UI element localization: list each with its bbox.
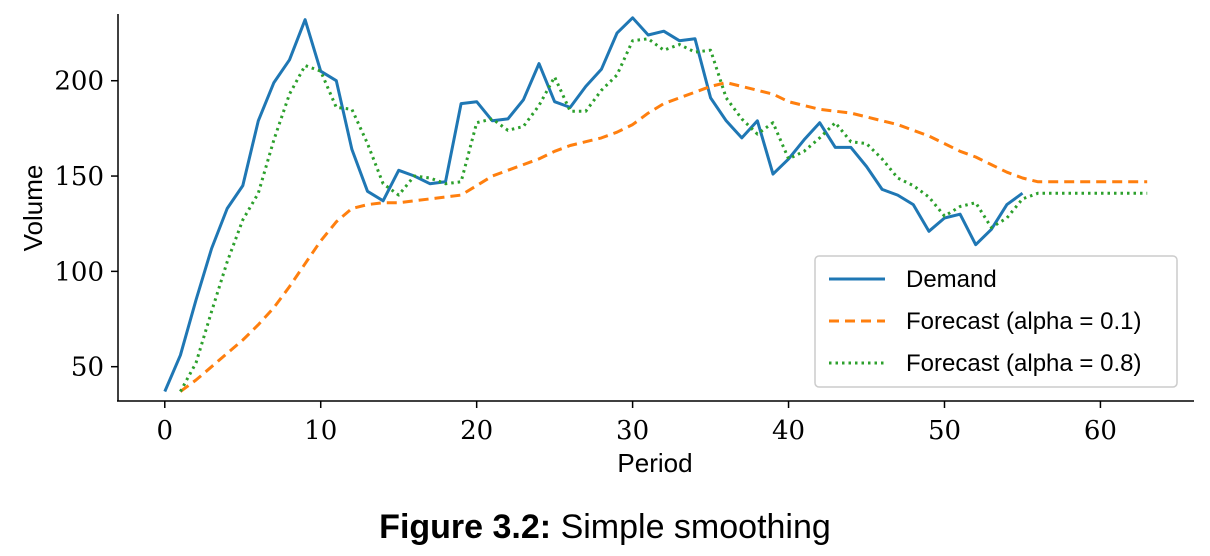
figure-caption-text: Simple smoothing xyxy=(560,508,831,546)
legend-label-1: Demand xyxy=(906,266,997,293)
x-tick-label: 50 xyxy=(928,416,961,446)
legend-label-2: Forecast (alpha = 0.1) xyxy=(906,308,1141,335)
y-tick-label: 50 xyxy=(71,353,104,383)
series-layer xyxy=(163,16,1148,393)
y-tick-label: 200 xyxy=(54,67,104,97)
y-ticks: 50 100 150 200 xyxy=(54,67,118,383)
x-tick-label: 10 xyxy=(304,416,337,446)
legend: Demand Forecast (alpha = 0.1) Forecast (al… xyxy=(814,255,1178,388)
x-tick-label: 0 xyxy=(157,416,174,446)
y-tick-label: 150 xyxy=(54,162,104,192)
x-tick-label: 20 xyxy=(460,416,493,446)
y-axis-label: Volume xyxy=(18,165,48,252)
y-tick-label: 100 xyxy=(54,257,104,287)
legend-label-3: Forecast (alpha = 0.8) xyxy=(906,350,1141,377)
x-tick-label: 60 xyxy=(1084,416,1117,446)
x-ticks: 0 10 20 30 40 50 60 xyxy=(157,401,1117,446)
figure-number: Figure 3.2: xyxy=(379,508,552,546)
x-tick-label: 40 xyxy=(772,416,805,446)
series-line-3 xyxy=(179,37,1148,393)
legend-frame xyxy=(814,255,1178,388)
plot-area: 0 10 20 30 40 50 60 50 100 150 200 xyxy=(54,14,1194,446)
x-tick-label: 30 xyxy=(616,416,649,446)
series-line-1 xyxy=(163,16,1024,393)
x-axis-label: Period xyxy=(617,448,692,478)
figure-caption: Figure 3.2: Simple smoothing xyxy=(0,508,1210,547)
